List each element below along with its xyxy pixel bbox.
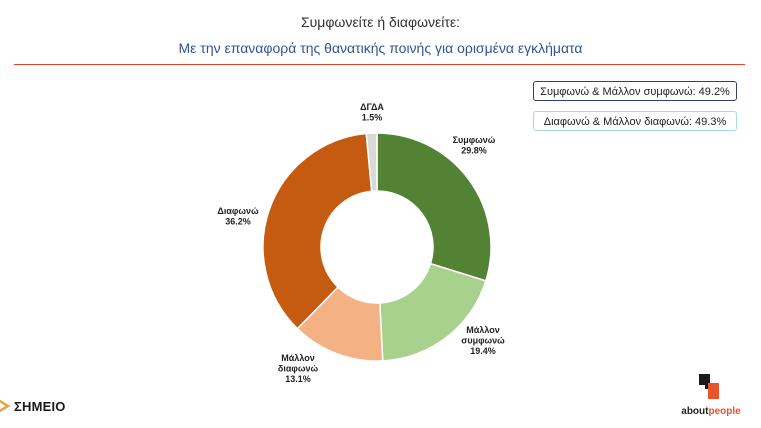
chart-title: Συμφωνείτε ή διαφωνείτε: — [300, 14, 461, 30]
aboutpeople-mark-icon — [699, 374, 719, 399]
slice-label-0: Συμφωνώ 29.8% — [453, 135, 496, 156]
slice-label-3: Διαφωνώ 36.2% — [217, 206, 259, 227]
summary-agree-box: Συμφωνώ & Μάλλον συμφωνώ: 49.2% — [533, 81, 737, 101]
aboutpeople-logo-text: aboutpeople — [681, 406, 741, 417]
slice-label-4: ΔΓΔΑ 1.5% — [360, 102, 384, 123]
aboutpeople-logo: aboutpeople — [676, 372, 746, 418]
slice-label-2: Μάλλον διαφωνώ 13.1% — [278, 353, 319, 384]
donut-slice-3 — [262, 132, 373, 330]
simeio-mark-icon — [0, 399, 11, 413]
slice-label-1: Μάλλον συμφωνώ 19.4% — [461, 325, 505, 356]
chart-subtitle: Με την επαναφορά της θανατικής ποινής γι… — [178, 40, 583, 56]
summary-disagree-box: Διαφωνώ & Μάλλον διαφωνώ: 49.3% — [533, 111, 737, 131]
simeio-logo: ΣΗΜΕΙΟ — [0, 395, 66, 417]
simeio-logo-text: ΣΗΜΕΙΟ — [14, 398, 66, 414]
donut-slice-0 — [376, 132, 492, 282]
donut-slice-4 — [365, 132, 378, 193]
donut-slice-1 — [379, 262, 487, 362]
title-divider — [14, 64, 745, 65]
